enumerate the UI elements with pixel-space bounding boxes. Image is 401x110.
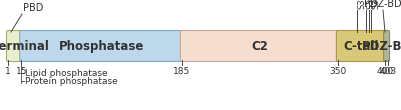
FancyBboxPatch shape xyxy=(6,30,23,61)
Text: PDZ-BD: PDZ-BD xyxy=(361,39,401,52)
Text: C-tall: C-tall xyxy=(344,39,379,52)
FancyBboxPatch shape xyxy=(20,30,183,61)
Text: 403: 403 xyxy=(379,67,397,75)
Text: T383: T383 xyxy=(370,0,379,9)
Text: 185: 185 xyxy=(173,67,190,75)
FancyBboxPatch shape xyxy=(180,30,339,61)
Text: PDZ-BD: PDZ-BD xyxy=(364,0,401,9)
FancyBboxPatch shape xyxy=(336,30,387,61)
Text: Phosphatase: Phosphatase xyxy=(59,39,144,52)
Text: PBD: PBD xyxy=(23,3,43,13)
Text: Protein phosphatase: Protein phosphatase xyxy=(25,76,118,85)
Text: C2: C2 xyxy=(251,39,268,52)
Text: 350: 350 xyxy=(329,67,346,75)
Text: 400: 400 xyxy=(377,67,394,75)
Text: S385: S385 xyxy=(371,0,381,9)
Text: S370: S370 xyxy=(357,0,366,9)
Text: Lipid phosphatase: Lipid phosphatase xyxy=(25,69,108,78)
Text: S380: S380 xyxy=(367,0,376,9)
Text: 15: 15 xyxy=(16,67,27,75)
Text: N-terminal: N-terminal xyxy=(0,39,50,52)
FancyBboxPatch shape xyxy=(384,30,389,61)
Text: 1: 1 xyxy=(5,67,11,75)
